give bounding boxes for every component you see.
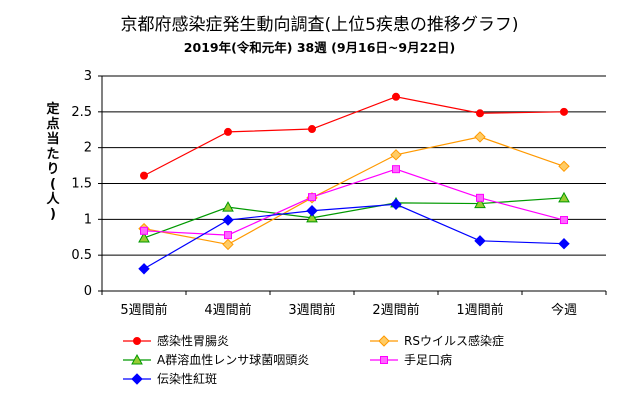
data-point bbox=[476, 193, 484, 202]
data-point bbox=[474, 197, 486, 209]
y-tick-label: 1 bbox=[84, 212, 92, 227]
y-tick-label: 1.5 bbox=[71, 177, 92, 192]
data-point bbox=[308, 125, 316, 134]
series-line-4 bbox=[143, 168, 565, 236]
data-point bbox=[222, 214, 234, 226]
data-point bbox=[224, 231, 232, 240]
data-point bbox=[140, 171, 148, 180]
legend-marker bbox=[380, 356, 388, 364]
data-point bbox=[558, 191, 570, 203]
x-tick-label: 1週間前 bbox=[456, 302, 503, 318]
legend-label: A群溶血性レンサ球菌咽頭炎 bbox=[157, 353, 310, 367]
data-point bbox=[222, 238, 234, 251]
legend-marker-icon bbox=[123, 373, 151, 385]
legend-marker-icon bbox=[370, 335, 398, 347]
y-tick-label: 0.5 bbox=[71, 248, 92, 263]
data-point bbox=[390, 149, 402, 161]
data-point bbox=[560, 216, 568, 225]
data-point bbox=[560, 107, 568, 116]
legend-marker-icon bbox=[123, 337, 151, 345]
y-tick-label: 2 bbox=[84, 141, 92, 156]
series-line-3 bbox=[143, 197, 565, 239]
data-point bbox=[474, 131, 486, 143]
data-point bbox=[476, 109, 484, 118]
data-point bbox=[558, 237, 570, 250]
legend-label: 感染性胃腸炎 bbox=[157, 334, 230, 348]
legend-marker bbox=[131, 353, 143, 365]
x-tick-label: 今週 bbox=[551, 302, 577, 318]
series-line-2 bbox=[143, 136, 565, 246]
data-point bbox=[308, 193, 316, 202]
series-line-1 bbox=[143, 96, 565, 177]
x-tick-label: 5週間前 bbox=[120, 302, 167, 318]
chart-title: 京都府感染症発生動向調査(上位5疾患の推移グラフ) bbox=[120, 15, 519, 35]
legend-marker-icon bbox=[123, 353, 151, 365]
legend-marker bbox=[378, 335, 390, 347]
legend-marker bbox=[131, 373, 143, 385]
data-point bbox=[138, 263, 150, 275]
legend-label: RSウイルス感染症 bbox=[404, 334, 504, 348]
data-point bbox=[224, 127, 232, 136]
legend-marker-icon bbox=[370, 356, 398, 364]
series-line-5 bbox=[143, 203, 565, 270]
x-tick-label: 3週間前 bbox=[288, 302, 335, 318]
data-point bbox=[306, 211, 318, 223]
data-point bbox=[138, 231, 150, 243]
data-point bbox=[392, 165, 400, 174]
y-axis-label: 定点当たり(人) bbox=[46, 102, 60, 222]
x-tick-label: 4週間前 bbox=[204, 302, 251, 318]
data-point bbox=[390, 198, 402, 210]
data-point bbox=[140, 226, 148, 235]
legend-label: 伝染性紅斑 bbox=[157, 372, 218, 386]
data-point bbox=[558, 160, 570, 173]
y-tick-label: 0 bbox=[84, 284, 92, 299]
data-point bbox=[392, 92, 400, 101]
x-tick-label: 2週間前 bbox=[372, 302, 419, 318]
data-point bbox=[222, 201, 234, 212]
y-tick-label: 3 bbox=[84, 69, 92, 84]
legend-marker bbox=[133, 337, 141, 345]
legend-label: 手足口病 bbox=[404, 353, 453, 367]
data-point bbox=[306, 205, 318, 217]
y-tick-label: 2.5 bbox=[71, 105, 92, 120]
chart-subtitle: 2019年(令和元年) 38週 (9月16日~9月22日) bbox=[183, 40, 456, 55]
data-point bbox=[474, 235, 486, 247]
